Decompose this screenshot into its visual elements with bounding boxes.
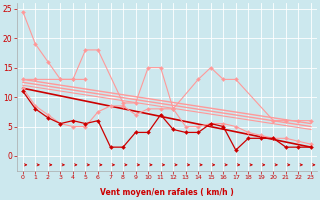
X-axis label: Vent moyen/en rafales ( km/h ): Vent moyen/en rafales ( km/h )	[100, 188, 234, 197]
